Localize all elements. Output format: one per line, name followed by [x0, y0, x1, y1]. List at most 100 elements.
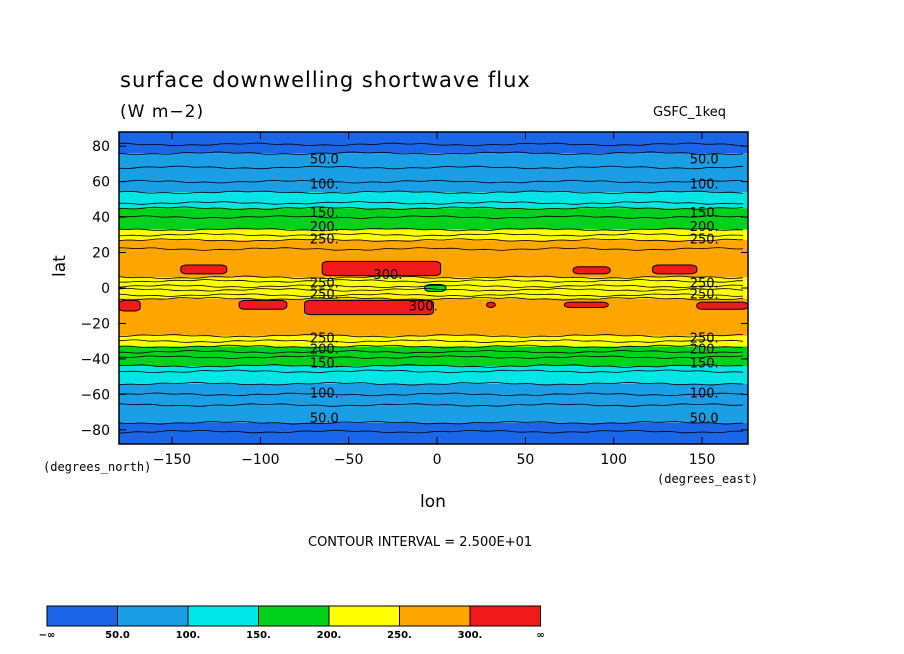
contour-line: [118, 339, 744, 344]
x-units-label: (degrees_east): [657, 472, 759, 486]
contour-patch: [696, 301, 749, 310]
contour-patch: [572, 266, 611, 275]
contour-line: [119, 334, 744, 338]
x-tick-label: −100: [241, 452, 279, 468]
y-tick-label: 40: [92, 210, 110, 226]
contour-line: [118, 279, 744, 283]
contour-patch: [180, 264, 228, 275]
x-tick-label: 100: [600, 452, 627, 468]
contour-line: [118, 420, 744, 425]
colorbar-label: 300.: [458, 630, 483, 641]
contour-line: [118, 429, 744, 434]
contour-label: 150.: [310, 206, 339, 221]
y-tick-label: 80: [92, 139, 110, 155]
contour-line: [118, 392, 744, 397]
contour-label: 250.: [310, 277, 339, 292]
contour-label: 200.: [310, 220, 339, 235]
colorbar-swatch: [469, 605, 541, 627]
contour-line: [118, 151, 744, 156]
colorbar-label: 250.: [387, 630, 412, 641]
contour-patch: [304, 299, 434, 316]
contour-line: [118, 179, 744, 184]
x-tick-label: 50: [516, 452, 534, 468]
colorbar-swatch: [328, 605, 400, 627]
contour-patch: [118, 299, 141, 312]
contour-line: [118, 381, 744, 386]
contour-label: 100.: [310, 387, 339, 402]
y-units-label: (degrees_north): [43, 460, 152, 474]
contour-label: 250.: [310, 332, 339, 347]
colorbar-label: 100.: [176, 630, 201, 641]
colorbar-label: −∞: [39, 630, 56, 641]
contour-line: [118, 165, 744, 170]
y-axis-ticks: 80 60 40 20 0 −20 −40 −60 −80: [80, 139, 748, 439]
y-tick-label: 60: [92, 175, 110, 191]
contour-band: [119, 383, 748, 423]
contour-line: [118, 233, 744, 237]
contour-band: [119, 153, 748, 193]
contour-label: 250.: [690, 332, 719, 347]
contour-band: [119, 335, 748, 347]
contour-band: [119, 229, 748, 241]
contour-label: 200.: [690, 220, 719, 235]
contour-patch: [238, 299, 288, 310]
contour-line: [118, 296, 744, 301]
contour-line: [118, 275, 744, 280]
colorbar-swatch: [117, 605, 189, 627]
contour-line: [118, 350, 744, 354]
contour-patch: [563, 301, 609, 309]
filled-contour-patches: [118, 260, 749, 316]
colorbar-swatch: [46, 605, 118, 627]
contour-band: [119, 422, 748, 444]
x-axis-label: lon: [420, 492, 446, 512]
contour-label: 250.: [690, 277, 719, 292]
contour-line: [118, 142, 744, 147]
colorbar-swatch: [187, 605, 259, 627]
y-tick-label: 0: [101, 281, 110, 297]
colorbar-label: 200.: [317, 630, 342, 641]
y-tick-label: −60: [80, 387, 110, 403]
contour-label: 50.0: [310, 411, 339, 426]
colorbar-label: ∞: [536, 630, 544, 641]
contour-band: [119, 366, 748, 384]
contour-label: 150.: [690, 356, 719, 371]
contour-label: 300.: [373, 268, 402, 283]
y-tick-label: −80: [80, 423, 110, 439]
colorbar-swatch: [258, 605, 330, 627]
contour-label: 300.: [409, 300, 438, 315]
y-tick-label: −40: [80, 352, 110, 368]
contour-line: [118, 293, 744, 297]
colorbar-swatch: [399, 605, 471, 627]
contour-line: [118, 364, 744, 368]
contour-label: 250.: [690, 232, 719, 247]
dataset-label: GSFC_1keq: [653, 105, 726, 120]
contour-label: 150.: [310, 356, 339, 371]
contour-label: 250.: [310, 287, 339, 302]
contour-line: [118, 344, 744, 349]
contour-band: [119, 192, 748, 209]
y-axis-label: lat: [50, 255, 70, 277]
contour-line: [118, 355, 744, 359]
contour-line: [118, 284, 744, 289]
contour-patch: [321, 260, 442, 277]
contour-line: [118, 287, 744, 292]
contour-line: [118, 403, 744, 407]
contour-lines: [118, 142, 744, 434]
contour-line: [118, 201, 744, 205]
contour-label: 250.: [310, 232, 339, 247]
contour-line: [118, 227, 744, 232]
contour-label: 100.: [690, 387, 719, 402]
colorbar: −∞ 50.0 100. 150. 200. 250. 300. ∞: [39, 605, 545, 641]
contour-patch: [486, 301, 496, 309]
contour-label: 50.0: [690, 411, 719, 426]
contour-line: [118, 190, 744, 195]
contour-band: [119, 346, 748, 366]
contour-label: 100.: [690, 177, 719, 192]
x-axis-ticks: −150 −100 −50 0 50 100 150: [153, 132, 716, 468]
contour-line: [118, 238, 744, 242]
contour-patch: [652, 264, 698, 275]
chart-title: surface downwelling shortwave flux: [120, 68, 531, 92]
x-tick-label: 150: [689, 452, 716, 468]
